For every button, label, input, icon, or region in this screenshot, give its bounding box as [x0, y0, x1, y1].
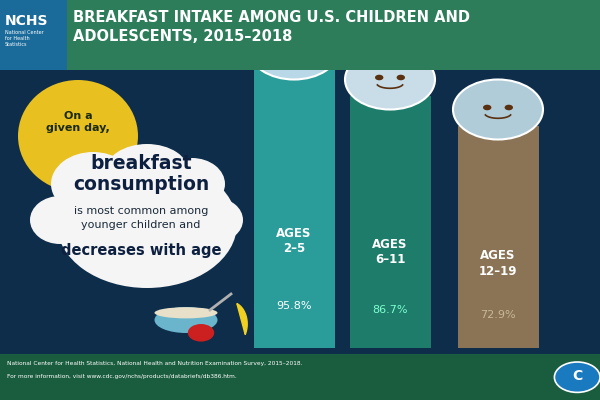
- Text: AGES
6–11: AGES 6–11: [373, 238, 407, 266]
- Text: AGES
2–5: AGES 2–5: [277, 226, 311, 255]
- Ellipse shape: [30, 196, 90, 244]
- FancyBboxPatch shape: [349, 96, 431, 348]
- Circle shape: [345, 50, 435, 110]
- FancyBboxPatch shape: [0, 354, 600, 400]
- Text: 72.9%: 72.9%: [480, 310, 516, 320]
- Circle shape: [483, 105, 491, 110]
- Circle shape: [453, 80, 543, 140]
- FancyBboxPatch shape: [0, 0, 67, 70]
- FancyBboxPatch shape: [458, 126, 539, 348]
- Text: For more information, visit www.cdc.gov/nchs/products/databriefs/db386.htm.: For more information, visit www.cdc.gov/…: [7, 374, 237, 379]
- Text: 95.8%: 95.8%: [276, 301, 312, 311]
- Ellipse shape: [159, 158, 225, 210]
- Ellipse shape: [105, 144, 189, 200]
- Circle shape: [554, 362, 600, 392]
- Ellipse shape: [57, 160, 237, 288]
- Circle shape: [188, 324, 214, 342]
- Circle shape: [249, 20, 339, 80]
- Polygon shape: [237, 304, 247, 334]
- Text: National Center for Health Statistics, National Health and Nutrition Examination: National Center for Health Statistics, N…: [7, 361, 303, 366]
- Circle shape: [279, 45, 287, 50]
- Text: ADOLESCENTS, 2015–2018: ADOLESCENTS, 2015–2018: [73, 29, 293, 44]
- Circle shape: [375, 75, 383, 80]
- Text: National Center
for Health
Statistics: National Center for Health Statistics: [5, 30, 44, 47]
- Ellipse shape: [18, 80, 138, 192]
- Text: AGES
12–19: AGES 12–19: [479, 249, 517, 278]
- Text: NCHS: NCHS: [5, 14, 48, 28]
- Circle shape: [505, 105, 513, 110]
- Ellipse shape: [51, 152, 135, 216]
- Circle shape: [397, 75, 405, 80]
- FancyBboxPatch shape: [0, 0, 600, 70]
- Text: C: C: [572, 369, 583, 383]
- Ellipse shape: [155, 307, 218, 333]
- Ellipse shape: [155, 307, 218, 318]
- Text: BREAKFAST INTAKE AMONG U.S. CHILDREN AND: BREAKFAST INTAKE AMONG U.S. CHILDREN AND: [73, 10, 470, 26]
- Text: decreases with age: decreases with age: [61, 242, 221, 258]
- Ellipse shape: [189, 198, 243, 242]
- Text: is most common among
younger children and: is most common among younger children an…: [74, 206, 208, 230]
- Circle shape: [301, 45, 309, 50]
- Text: breakfast
consumption: breakfast consumption: [73, 154, 209, 194]
- FancyBboxPatch shape: [254, 66, 335, 348]
- Text: 86.7%: 86.7%: [372, 305, 408, 315]
- Text: On a
given day,: On a given day,: [46, 111, 110, 133]
